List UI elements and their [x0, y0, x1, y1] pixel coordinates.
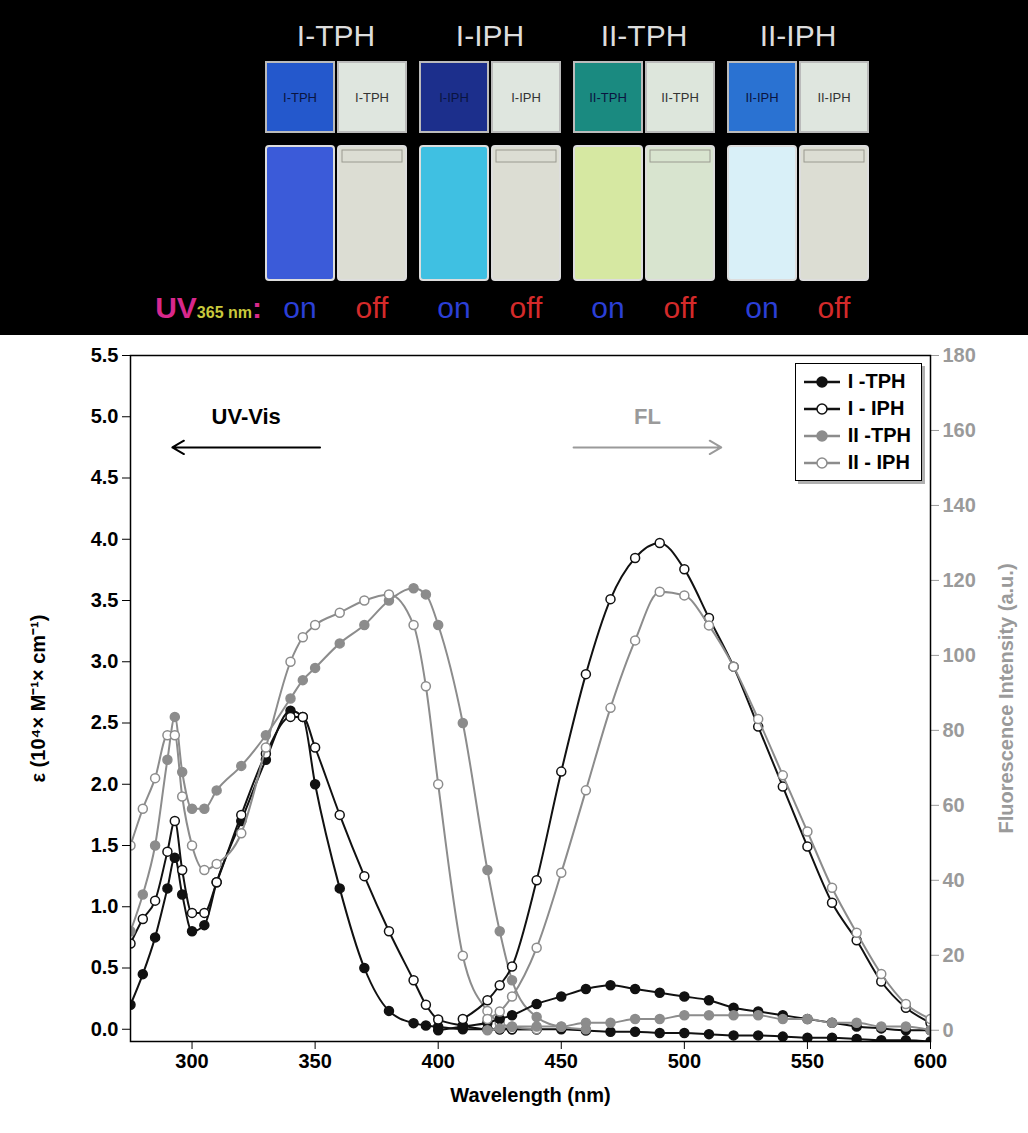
svg-text:off: off	[818, 291, 851, 324]
svg-text:180: 180	[943, 344, 976, 366]
svg-text:450: 450	[545, 1050, 578, 1072]
svg-text:100: 100	[943, 644, 976, 666]
svg-text:80: 80	[943, 719, 965, 741]
svg-text:II-TPH: II-TPH	[661, 90, 699, 105]
html-text:II -TPH: II -TPH	[847, 424, 911, 446]
svg-text:300: 300	[175, 1050, 208, 1072]
svg-text:20: 20	[943, 944, 965, 966]
svg-text:II-TPH: II-TPH	[601, 19, 688, 52]
svg-text:on: on	[591, 291, 624, 324]
svg-text:600: 600	[914, 1050, 947, 1072]
svg-text:II-IPH: II-IPH	[817, 90, 850, 105]
svg-text:Fluorescence Intensity (a.u.): Fluorescence Intensity (a.u.)	[995, 563, 1017, 833]
svg-text:II-TPH: II-TPH	[589, 90, 627, 105]
svg-text:II-IPH: II-IPH	[760, 19, 837, 52]
svg-text:0.0: 0.0	[91, 1018, 119, 1040]
svg-text:40: 40	[943, 869, 965, 891]
svg-text:ε (10⁴× M⁻¹× cm⁻¹): ε (10⁴× M⁻¹× cm⁻¹)	[27, 615, 49, 783]
svg-text:500: 500	[668, 1050, 701, 1072]
svg-text:5.0: 5.0	[91, 405, 119, 427]
svg-text:60: 60	[943, 794, 965, 816]
svg-text:UV-Vis: UV-Vis	[212, 404, 281, 429]
svg-text:1.0: 1.0	[91, 895, 119, 917]
svg-text:I-TPH: I-TPH	[283, 90, 317, 105]
svg-text:2.0: 2.0	[91, 773, 119, 795]
svg-text:120: 120	[943, 569, 976, 591]
svg-text:4.0: 4.0	[91, 528, 119, 550]
svg-text:2.5: 2.5	[91, 711, 119, 733]
svg-text:1.5: 1.5	[91, 834, 119, 856]
svg-text:off: off	[664, 291, 697, 324]
svg-text:I-IPH: I-IPH	[456, 19, 524, 52]
svg-text:on: on	[283, 291, 316, 324]
html-text:I - IPH: I - IPH	[847, 397, 905, 419]
svg-text:160: 160	[943, 419, 976, 441]
svg-text:on: on	[437, 291, 470, 324]
svg-text:0.5: 0.5	[91, 956, 119, 978]
svg-text:on: on	[745, 291, 778, 324]
svg-text:FL: FL	[634, 404, 661, 429]
svg-text:UV365 nm:: UV365 nm:	[155, 291, 262, 324]
svg-text:5.5: 5.5	[91, 344, 119, 366]
svg-text:off: off	[510, 291, 543, 324]
svg-text:3.0: 3.0	[91, 650, 119, 672]
html-text:II - IPH: II - IPH	[847, 451, 910, 473]
svg-text:350: 350	[298, 1050, 331, 1072]
svg-text:3.5: 3.5	[91, 589, 119, 611]
svg-text:550: 550	[791, 1050, 824, 1072]
svg-text:140: 140	[943, 494, 976, 516]
svg-text:4.5: 4.5	[91, 466, 119, 488]
svg-text:I-IPH: I-IPH	[439, 90, 469, 105]
svg-text:0: 0	[943, 1019, 954, 1041]
svg-text:I-TPH: I-TPH	[355, 90, 389, 105]
svg-text:Wavelength (nm): Wavelength (nm)	[450, 1084, 610, 1106]
svg-text:I-IPH: I-IPH	[511, 90, 541, 105]
svg-text:II-IPH: II-IPH	[745, 90, 778, 105]
svg-text:400: 400	[422, 1050, 455, 1072]
svg-text:off: off	[356, 291, 389, 324]
html-text:I -TPH: I -TPH	[847, 370, 906, 392]
svg-text:I-TPH: I-TPH	[297, 19, 375, 52]
